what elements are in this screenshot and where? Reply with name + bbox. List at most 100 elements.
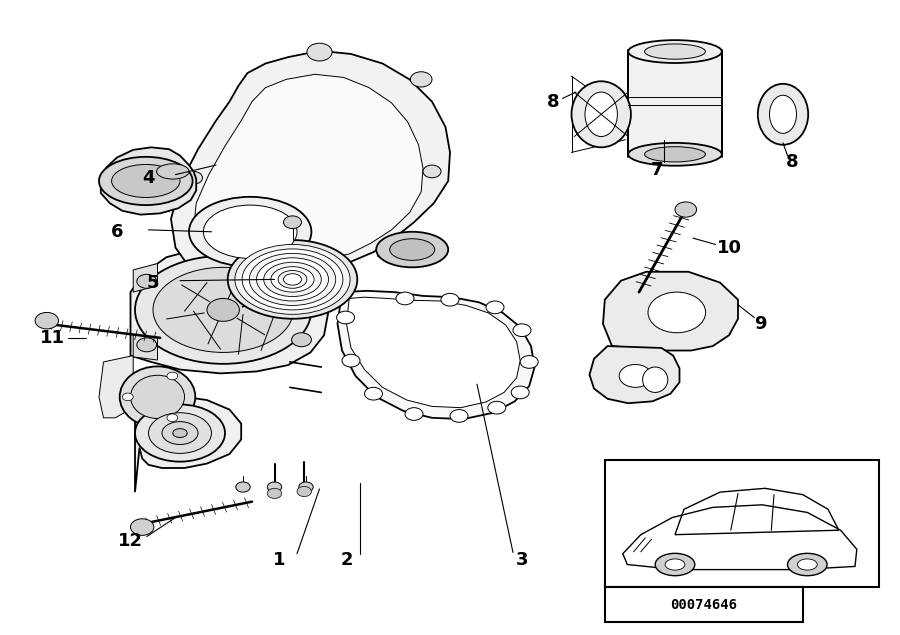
Circle shape [137,274,157,288]
Ellipse shape [157,164,189,179]
Text: 8: 8 [547,93,560,110]
Polygon shape [101,147,196,215]
Ellipse shape [162,422,198,444]
Ellipse shape [264,262,321,297]
Ellipse shape [284,274,302,285]
Circle shape [35,312,58,329]
Circle shape [441,293,459,306]
Circle shape [267,488,282,498]
Ellipse shape [135,404,225,462]
Polygon shape [338,291,535,419]
Polygon shape [133,264,158,292]
Circle shape [619,364,652,387]
Circle shape [405,408,423,420]
Circle shape [307,43,332,61]
Ellipse shape [173,429,187,438]
Ellipse shape [644,147,706,162]
Circle shape [423,165,441,178]
Circle shape [122,393,133,401]
Circle shape [284,216,302,229]
Text: 8: 8 [786,153,798,171]
Ellipse shape [130,375,184,418]
Text: 11: 11 [40,329,65,347]
Ellipse shape [203,205,297,258]
Polygon shape [378,233,446,267]
Circle shape [520,356,538,368]
Circle shape [167,372,178,380]
Ellipse shape [271,267,314,292]
Ellipse shape [256,258,328,301]
Text: 1: 1 [273,551,285,569]
Polygon shape [135,397,241,492]
Circle shape [299,482,313,492]
Polygon shape [590,346,680,403]
Ellipse shape [228,240,357,319]
Circle shape [513,324,531,337]
Ellipse shape [390,239,435,260]
Ellipse shape [628,40,722,63]
Text: 9: 9 [754,315,767,333]
Circle shape [184,171,202,184]
Circle shape [137,338,157,352]
Text: 5: 5 [147,274,159,291]
Ellipse shape [665,559,685,570]
Ellipse shape [99,157,193,205]
Ellipse shape [249,253,336,305]
Polygon shape [171,51,450,272]
Ellipse shape [797,559,817,570]
Text: 2: 2 [340,551,353,569]
Ellipse shape [643,367,668,392]
Polygon shape [133,335,158,360]
Circle shape [267,482,282,492]
Polygon shape [130,246,328,373]
Ellipse shape [153,267,293,352]
Circle shape [207,298,239,321]
Bar [605,460,879,587]
Ellipse shape [278,271,307,288]
Polygon shape [628,51,722,154]
Text: 4: 4 [142,169,155,187]
Circle shape [648,292,706,333]
Ellipse shape [235,244,350,314]
Text: 00074646: 00074646 [670,598,737,612]
Circle shape [675,202,697,217]
Circle shape [130,519,154,535]
Text: 3: 3 [516,551,528,569]
Circle shape [342,354,360,367]
Ellipse shape [572,81,631,147]
Ellipse shape [135,256,311,364]
Circle shape [236,482,250,492]
Bar [605,587,803,622]
Circle shape [396,292,414,305]
Circle shape [364,387,382,400]
Circle shape [488,401,506,414]
Circle shape [292,279,311,293]
Ellipse shape [376,232,448,267]
Ellipse shape [770,95,796,133]
Circle shape [511,386,529,399]
Ellipse shape [189,197,311,267]
Ellipse shape [628,143,722,166]
Ellipse shape [120,366,195,427]
Text: 6: 6 [111,223,123,241]
Circle shape [410,72,432,87]
Polygon shape [346,297,520,408]
Ellipse shape [758,84,808,145]
Ellipse shape [788,553,827,576]
Circle shape [167,414,178,422]
Ellipse shape [585,92,617,137]
Ellipse shape [644,44,706,59]
Text: 12: 12 [118,532,143,550]
Ellipse shape [655,553,695,576]
Circle shape [297,486,311,497]
Ellipse shape [112,164,180,197]
Circle shape [292,333,311,347]
Text: 7: 7 [651,161,663,179]
Polygon shape [194,74,423,262]
Polygon shape [603,272,738,351]
Polygon shape [99,356,133,418]
Text: 10: 10 [716,239,742,257]
Circle shape [486,301,504,314]
Circle shape [450,410,468,422]
Ellipse shape [148,413,211,453]
